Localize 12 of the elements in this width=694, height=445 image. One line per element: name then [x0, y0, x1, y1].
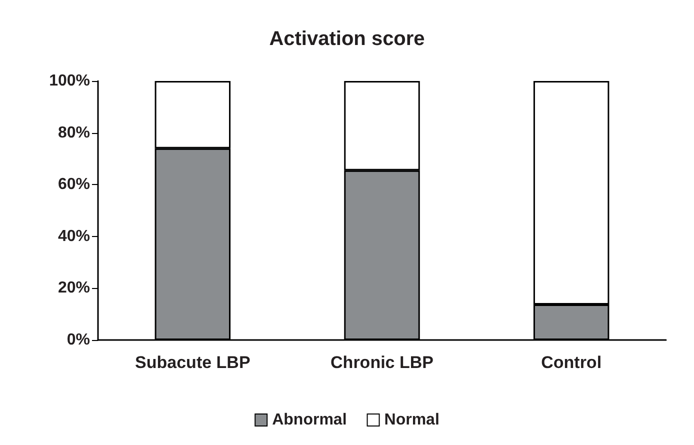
x-tick-label: Subacute LBP: [135, 353, 250, 372]
chart-title: Activation score: [269, 28, 425, 50]
y-tick-label: 60%: [58, 176, 90, 194]
y-tick-label: 0%: [66, 332, 90, 348]
legend-label: Abnormal: [272, 412, 347, 428]
x-tick-label: Chronic LBP: [330, 353, 434, 372]
y-tick-label: 20%: [58, 280, 90, 297]
y-tick-label: 100%: [49, 72, 90, 90]
y-tick-label: 40%: [58, 228, 90, 245]
legend-label: Normal: [384, 412, 440, 428]
y-tick-label: 80%: [58, 124, 90, 142]
x-tick-label: Control: [541, 353, 602, 372]
